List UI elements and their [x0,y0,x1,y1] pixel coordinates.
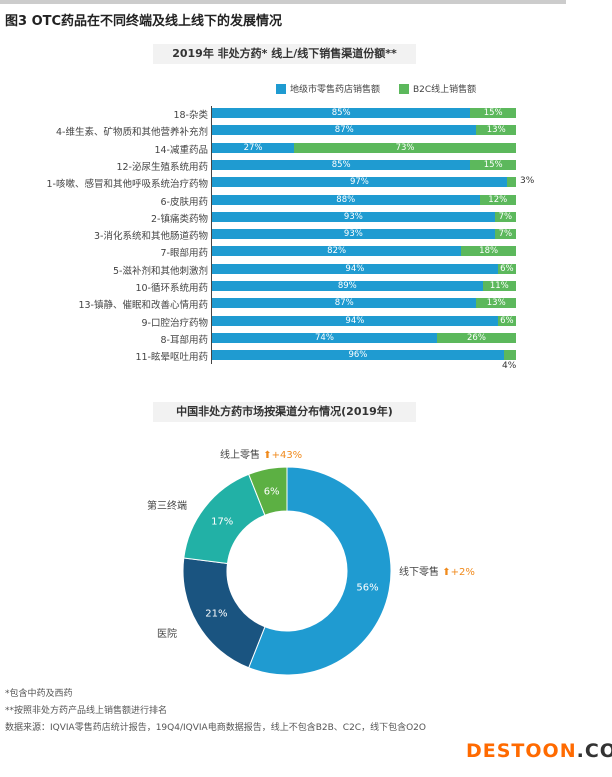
category-label: 6-皮肤用药 [160,196,208,208]
bar-online: 6% [497,315,516,326]
category-label: 14-减重药品 [154,144,208,156]
donut-slice [248,466,392,676]
bar-online: 15% [470,108,516,118]
bar-offline: 85% [212,108,471,118]
legend-item-offline: 地级市零售药店销售额 [276,82,380,95]
slice-value-label: 21% [205,609,227,620]
bar-offline: 82% [212,246,462,257]
bar-offline: 89% [212,281,483,291]
category-label: 1-咳嗽、感冒和其他呼吸系统治疗药物 [46,179,208,191]
bar-offline: 27% [212,142,295,153]
bar-online: 26% [436,332,516,343]
slice-value-label: 17% [211,517,233,528]
category-label: 13-镇静、催眠和改善心情用药 [78,300,208,312]
bar-offline: 97% [212,177,507,188]
category-label: 2-镇痛类药物 [151,213,208,225]
pie-label-third: 第三终端 [147,501,187,512]
donut-slice [248,466,288,516]
bar-offline: 88% [212,194,480,205]
source-note: 数据来源：IQVIA零售药店统计报告，19Q4/IQVIA电商数据报告，线上不包… [5,723,426,733]
watermark-logo: DESTOON.COM [466,740,612,762]
bar-online: 15% [470,159,516,170]
bar-offline: 93% [212,229,495,240]
bar-offline: 96% [212,350,504,361]
category-label: 9-口腔治疗药物 [141,317,208,329]
category-label: 4-维生素、矿物质和其他营养补充剂 [56,127,208,139]
figure-title: 图3 OTC药品在不同终端及线上线下的发展情况 [5,14,283,29]
bar-online: 7% [494,229,516,240]
legend-swatch [276,83,286,94]
bar-offline: 85% [212,159,471,170]
category-label: 18-杂类 [173,110,208,121]
footnote-1: *包含中药及西药 [5,689,73,699]
bar-online: 12% [479,194,516,205]
bar-online: 18% [461,246,516,257]
bar-online: 6% [497,263,516,274]
bar-offline: 74% [212,332,437,343]
bar-offline: 87% [212,125,477,136]
category-label: 11-眩晕呕吐用药 [135,352,208,364]
data-label: 4% [502,361,517,372]
pie-chart-title: 中国非处方药市场按渠道分布情况(2019年) [153,402,416,422]
category-label: 3-消化系统和其他肠道药物 [94,231,208,243]
footnote-2: **按照非处方药产品线上销售额进行排名 [5,706,168,716]
pie-label-online: 线上零售 ⬆+43% [220,450,303,461]
y-axis-line [211,106,212,364]
legend-label: B2C线上销售额 [413,85,477,95]
pie-label-offline: 线下零售 ⬆+2% [399,567,475,578]
data-label: 3% [520,176,535,187]
bar-chart-title: 2019年 非处方药* 线上/线下销售渠道份额** [153,44,416,64]
category-label: 7-眼部用药 [160,248,208,260]
legend-item-online: B2C线上销售额 [399,82,476,95]
category-label: 10-循环系统用药 [135,283,208,294]
bar-online: 7% [494,211,516,222]
category-label: 5-滋补剂和其他刺激剂 [113,265,208,277]
bar-online: 73% [294,142,516,153]
bar-online: 13% [476,298,516,309]
category-label: 8-耳部用药 [160,334,208,346]
bar-online [503,350,516,361]
bar-offline: 87% [212,298,477,309]
slice-value-label: 6% [264,486,280,497]
top-divider [0,0,566,4]
bar-online: 11% [482,281,516,291]
bar-online: 13% [476,125,516,136]
bar-online [506,177,516,188]
bar-offline: 94% [212,315,498,326]
legend-swatch [399,83,409,94]
legend-label: 地级市零售药店销售额 [290,85,381,95]
pie-label-hospital: 医院 [157,629,177,640]
bar-offline: 93% [212,211,495,222]
bar-offline: 94% [212,263,498,274]
slice-value-label: 56% [356,582,378,593]
category-label: 12-泌尿生殖系统用药 [116,161,208,173]
